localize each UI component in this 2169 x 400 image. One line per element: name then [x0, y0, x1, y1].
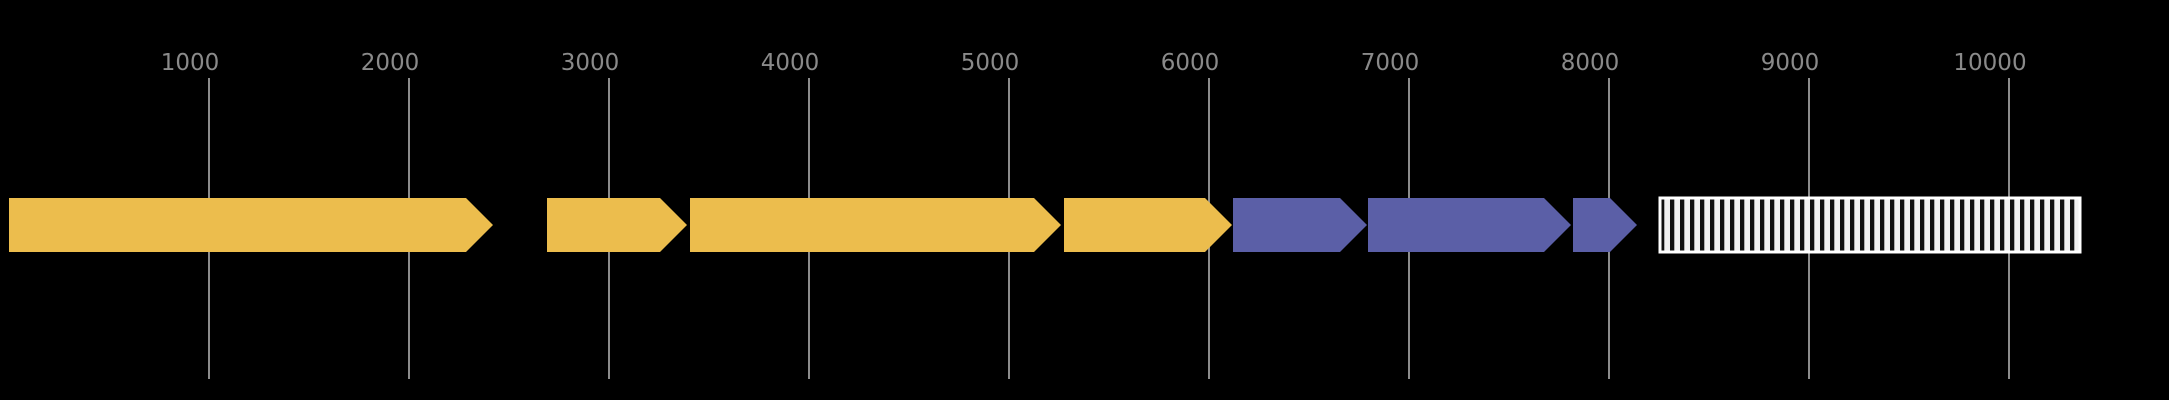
tick-label-4000: 4000 [761, 50, 820, 76]
tick-label-8000: 8000 [1561, 50, 1620, 76]
tick-label-3000: 3000 [561, 50, 620, 76]
feature-arrow-7 [1573, 198, 1637, 252]
feature-arrow-3 [690, 198, 1061, 252]
feature-arrow-1 [9, 198, 493, 252]
tick-label-5000: 5000 [961, 50, 1020, 76]
feature-hatched-box [1658, 196, 2082, 254]
tick-label-9000: 9000 [1761, 50, 1820, 76]
feature-arrow-4 [1064, 198, 1232, 252]
tick-label-10000: 10000 [1953, 50, 2026, 76]
feature-arrow-2 [547, 198, 687, 252]
tick-label-2000: 2000 [361, 50, 420, 76]
feature-arrow-6 [1368, 198, 1571, 252]
tick-label-7000: 7000 [1361, 50, 1420, 76]
feature-arrow-5 [1233, 198, 1367, 252]
tick-label-6000: 6000 [1161, 50, 1220, 76]
tick-label-1000: 1000 [161, 50, 220, 76]
